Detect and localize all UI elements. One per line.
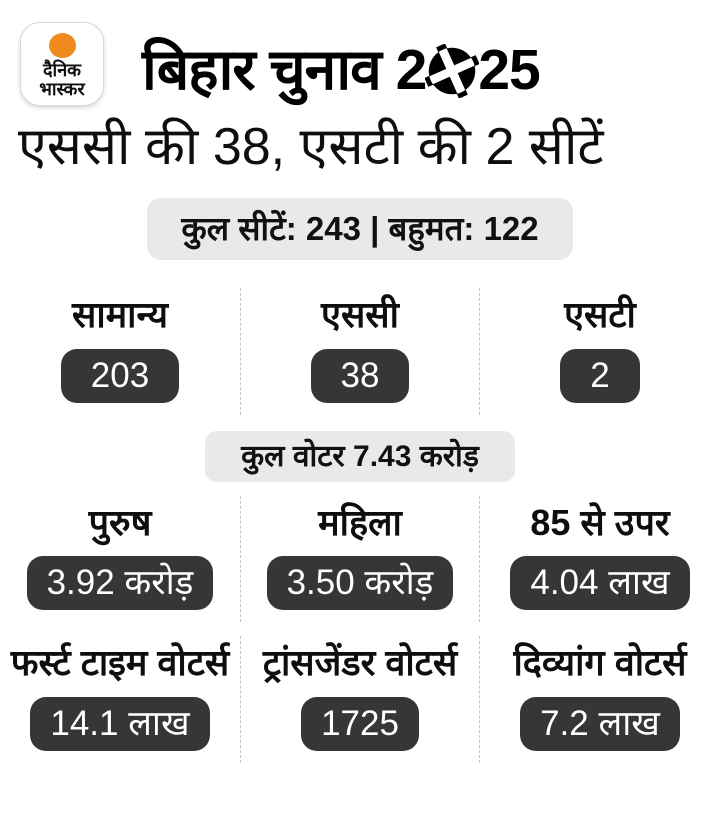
seats-row: सामान्य 203 एससी 38 एसटी 2 [0, 287, 720, 415]
stat-value-badge: 3.92 करोड़ [26, 556, 214, 611]
stat-transgender-voters: ट्रांसजेंडर वोटर्स 1725 [240, 636, 480, 764]
stat-value-badge: 2 [560, 348, 640, 403]
voters-row-1: पुरुष 3.92 करोड़ महिला 3.50 करोड़ 85 से … [0, 495, 720, 623]
stat-value-badge: 203 [60, 348, 180, 403]
stat-disabled-voters: दिव्यांग वोटर्स 7.2 लाख [480, 636, 720, 763]
stat-label: एससी [321, 293, 399, 335]
dainik-bhaskar-logo: दैनिक भास्कर [20, 22, 104, 106]
stat-above-85-voters: 85 से उपर 4.04 लाख [480, 496, 720, 623]
stat-label: सामान्य [71, 293, 168, 335]
logo-text-line2: भास्कर [39, 78, 85, 99]
stat-first-time-voters: फर्स्ट टाइम वोटर्स 14.1 लाख [0, 636, 240, 763]
stat-label: ट्रांसजेंडर वोटर्स [262, 642, 458, 684]
stat-value-badge: 7.2 लाख [520, 697, 680, 752]
stat-female-voters: महिला 3.50 करोड़ [240, 495, 480, 623]
page-title: बिहार चुनाव 2 25 [142, 34, 720, 106]
page-title-part1: बिहार चुनाव 2 [142, 37, 427, 102]
page-title-part2: 25 [478, 37, 540, 102]
stat-value-badge: 1725 [301, 697, 419, 752]
stat-sc-seats: एससी 38 [240, 287, 480, 415]
total-seats-pill: कुल सीटें: 243 | बहुमत: 122 [147, 197, 573, 260]
stat-value-badge: 4.04 लाख [510, 556, 690, 611]
stat-label: पुरुष [88, 501, 152, 543]
total-voters-pill: कुल वोटर 7.43 करोड़ [205, 430, 515, 482]
stat-label: महिला [318, 501, 402, 543]
stat-value-badge: 3.50 करोड़ [266, 556, 454, 611]
stat-label: दिव्यांग वोटर्स [513, 642, 687, 684]
page-subtitle: एससी की 38, एसटी की 2 सीटें [18, 118, 604, 176]
logo-text-line1: दैनिक [42, 59, 82, 80]
stat-st-seats: एसटी 2 [480, 288, 720, 415]
stat-label: 85 से उपर [530, 501, 670, 543]
sun-dot-icon [48, 32, 76, 58]
ballot-cross-icon [425, 44, 480, 98]
stat-value-badge: 38 [310, 348, 410, 403]
stat-value-badge: 14.1 लाख [30, 697, 210, 752]
voters-row-2: फर्स्ट टाइम वोटर्स 14.1 लाख ट्रांसजेंडर … [0, 636, 720, 764]
stat-label: एसटी [564, 293, 636, 335]
stat-label: फर्स्ट टाइम वोटर्स [10, 642, 230, 684]
stat-general-seats: सामान्य 203 [0, 288, 240, 415]
stat-male-voters: पुरुष 3.92 करोड़ [0, 496, 240, 623]
